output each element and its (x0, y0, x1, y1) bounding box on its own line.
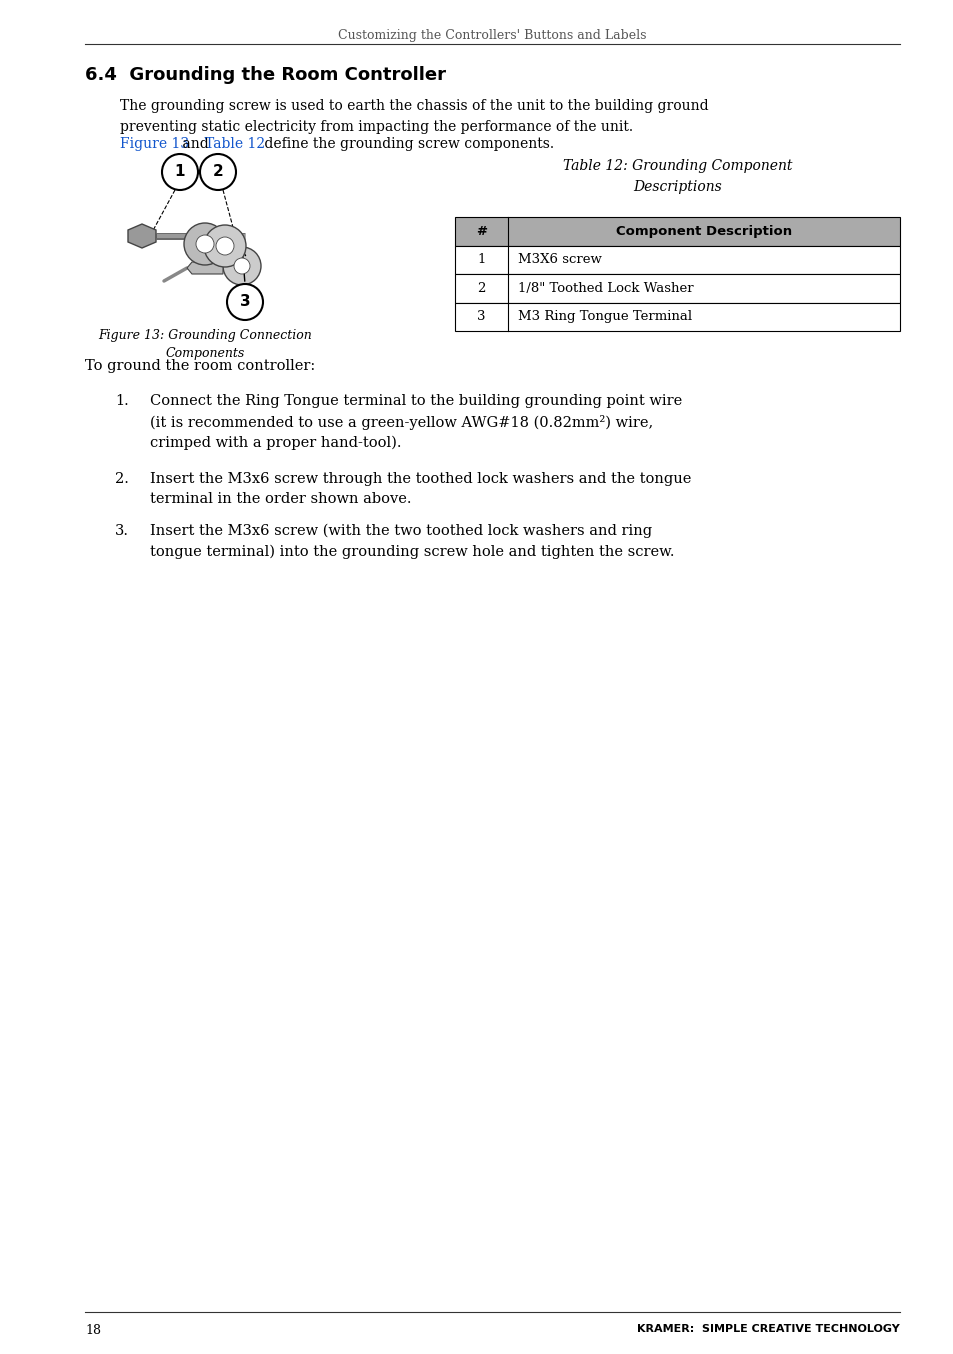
FancyBboxPatch shape (455, 245, 899, 274)
Text: 3.: 3. (115, 524, 129, 538)
FancyBboxPatch shape (455, 217, 899, 245)
Text: #: # (476, 225, 486, 238)
FancyBboxPatch shape (455, 274, 899, 302)
Text: Connect the Ring Tongue terminal to the building grounding point wire
(it is rec: Connect the Ring Tongue terminal to the … (150, 394, 681, 451)
Text: define the grounding screw components.: define the grounding screw components. (260, 137, 554, 152)
Circle shape (162, 154, 198, 190)
Circle shape (215, 237, 233, 255)
Text: Insert the M3x6 screw (with the two toothed lock washers and ring
tongue termina: Insert the M3x6 screw (with the two toot… (150, 524, 674, 559)
Text: 1/8" Toothed Lock Washer: 1/8" Toothed Lock Washer (517, 282, 693, 295)
Text: and: and (178, 137, 213, 152)
Text: 2.: 2. (115, 473, 129, 486)
Text: 6.4  Grounding the Room Controller: 6.4 Grounding the Room Controller (85, 66, 446, 84)
Circle shape (195, 236, 213, 253)
Text: 1.: 1. (115, 394, 129, 408)
Circle shape (204, 225, 246, 267)
Text: Customizing the Controllers' Buttons and Labels: Customizing the Controllers' Buttons and… (338, 28, 646, 42)
Text: 3: 3 (239, 295, 250, 310)
Text: 1: 1 (476, 253, 485, 267)
Text: 2: 2 (476, 282, 485, 295)
Text: Insert the M3x6 screw through the toothed lock washers and the tongue
terminal i: Insert the M3x6 screw through the toothe… (150, 473, 691, 506)
Text: The grounding screw is used to earth the chassis of the unit to the building gro: The grounding screw is used to earth the… (120, 99, 708, 134)
FancyBboxPatch shape (455, 302, 899, 330)
Text: Table 12: Table 12 (205, 137, 265, 152)
Circle shape (223, 246, 261, 284)
Text: To ground the room controller:: To ground the room controller: (85, 359, 314, 372)
Polygon shape (128, 223, 156, 248)
Text: M3X6 screw: M3X6 screw (517, 253, 601, 267)
Circle shape (184, 223, 226, 265)
Text: 18: 18 (85, 1324, 101, 1336)
Text: KRAMER:  SIMPLE CREATIVE TECHNOLOGY: KRAMER: SIMPLE CREATIVE TECHNOLOGY (637, 1324, 899, 1334)
Text: Component Description: Component Description (616, 225, 791, 238)
Text: 1: 1 (174, 164, 185, 180)
Text: 3: 3 (476, 310, 485, 324)
Text: Table 12: Grounding Component
Descriptions: Table 12: Grounding Component Descriptio… (562, 158, 791, 194)
Text: M3 Ring Tongue Terminal: M3 Ring Tongue Terminal (517, 310, 691, 324)
Polygon shape (187, 263, 223, 274)
Text: 2: 2 (213, 164, 223, 180)
Circle shape (233, 259, 250, 274)
Circle shape (227, 284, 263, 320)
Text: Figure 13: Figure 13 (120, 137, 189, 152)
Circle shape (200, 154, 235, 190)
Text: Figure 13: Grounding Connection
Components: Figure 13: Grounding Connection Componen… (98, 329, 312, 360)
